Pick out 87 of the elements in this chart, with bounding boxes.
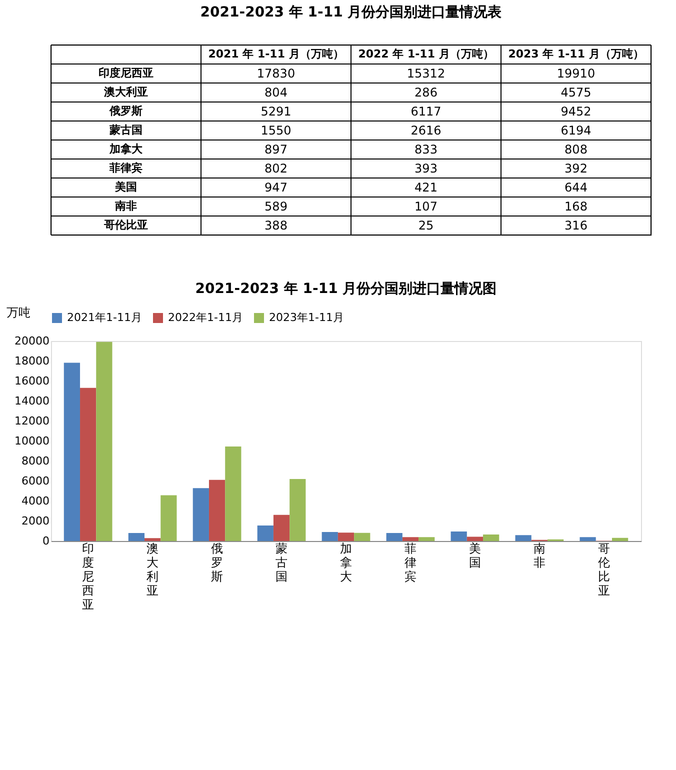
bar [515,535,532,541]
x-tick-label: 2022 年 1-11 月（万吨） [358,48,494,60]
y-tick-label: 美国 [114,180,137,194]
data-label: 15312 [406,66,446,80]
bar [96,342,112,541]
x-tick-label: 2021 年 1-11 月（万吨） [208,48,344,60]
data-label: 2616 [410,124,442,138]
x-tick-label: 俄罗斯 [211,542,224,584]
y-tick-label: 18000 [14,354,50,368]
data-label: 802 [264,162,288,176]
data-label: 25 [418,218,434,232]
bar [483,534,500,541]
bar [208,480,226,541]
data-label: 19910 [556,66,596,80]
y-tick-label: 8000 [22,454,50,468]
data-label: 644 [564,180,588,194]
x-tick-label: 加拿大 [340,542,352,584]
legend-label: 2023年1-11月 [269,311,344,324]
x-tick-label: 哥伦比亚 [598,542,610,598]
data-label: 392 [564,162,588,176]
bar [354,532,370,541]
y-tick-label: 澳大利亚 [103,86,148,98]
data-label: 107 [414,200,438,214]
bar [290,479,306,541]
bar [128,532,144,541]
data-label: 6117 [410,104,442,118]
data-label: 5291 [260,104,292,118]
y-tick-label: 14000 [14,394,50,408]
data-label: 1550 [260,124,292,138]
x-tick-label: 2023 年 1-11 月（万吨） [508,48,644,60]
data-label: 421 [414,180,438,194]
x-tick-label: 南非 [533,542,546,570]
bar [144,538,161,541]
y-axis-title: 万吨 [6,306,30,320]
x-tick-label: 蒙古国 [276,542,288,584]
bar [257,526,274,541]
x-tick-label: 菲律宾 [404,542,416,584]
data-label: 316 [564,218,588,232]
y-tick-label: 南非 [114,200,137,212]
y-tick-label: 0 [42,534,50,548]
data-label: 897 [264,142,288,156]
chart-title: 2021-2023 年 1-11 月份分国别进口量情况图 [195,281,497,297]
data-label: 393 [414,162,438,176]
data-label: 388 [264,218,288,232]
bar [418,537,435,541]
data-label: 589 [264,200,288,214]
bar [64,362,80,541]
bar [338,532,354,541]
bar [386,532,402,541]
bar [273,514,290,541]
data-label: 804 [264,86,288,100]
legend-label: 2022年1-11月 [168,311,243,324]
data-label: 286 [414,86,438,100]
data-label: 833 [414,142,438,156]
y-tick-label: 加拿大 [108,142,144,156]
data-label: 4575 [560,86,592,100]
chart-title: 2021-2023 年 1-11 月份分国别进口量情况表 [200,4,503,20]
y-tick-label: 2000 [22,514,50,528]
bar [580,537,596,541]
y-tick-label: 6000 [22,474,50,488]
bar [160,495,177,541]
x-tick-label: 美国 [468,542,481,570]
y-tick-label: 哥伦比亚 [103,218,148,232]
data-label: 808 [564,142,588,156]
legend-label: 2021年1-11月 [67,311,142,324]
y-tick-label: 16000 [14,374,50,388]
y-tick-label: 20000 [14,334,50,348]
bar [402,537,419,541]
data-label: 947 [264,180,288,194]
bar [450,532,467,541]
data-label: 17830 [256,66,296,80]
bar [466,536,484,541]
bar [322,532,338,541]
y-tick-label: 蒙古国 [108,124,142,136]
data-label: 9452 [560,104,592,118]
bar [80,388,96,541]
y-tick-label: 4000 [22,494,50,508]
y-tick-label: 10000 [14,434,50,448]
y-tick-label: 印度尼西亚 [98,66,154,80]
bar [192,488,209,541]
y-tick-label: 12000 [14,414,50,428]
data-label: 6194 [560,124,592,138]
y-tick-label: 俄罗斯 [108,104,142,118]
bar [225,446,242,541]
y-tick-label: 菲律宾 [108,162,142,174]
bar [612,538,628,541]
data-label: 168 [564,200,588,214]
